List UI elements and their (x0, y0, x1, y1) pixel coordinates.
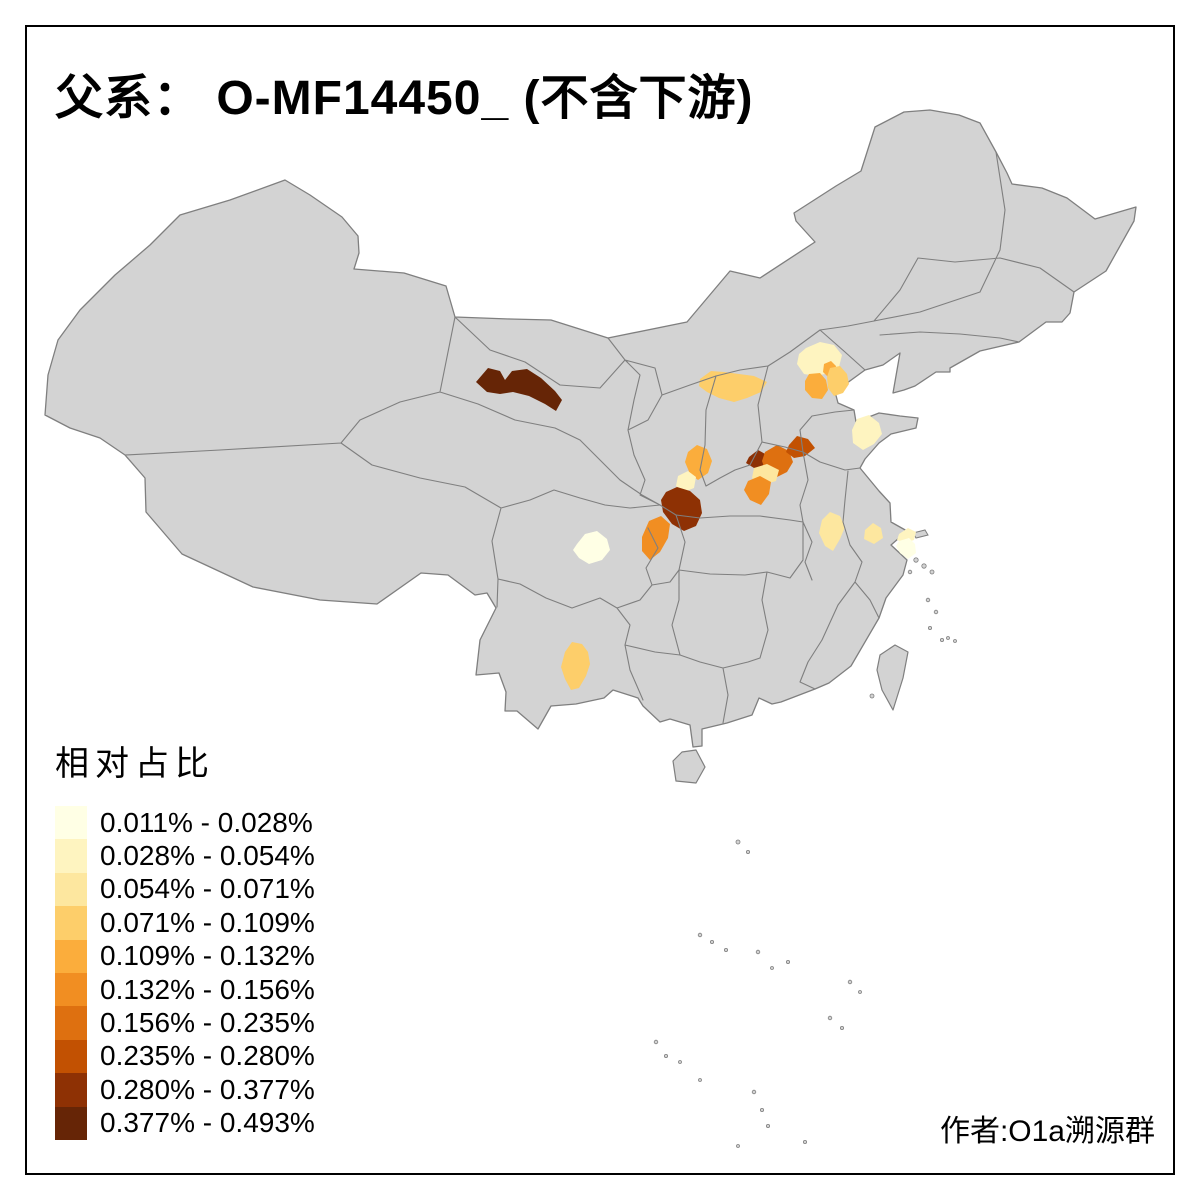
legend-label: 0.028% - 0.054% (100, 840, 315, 872)
patch-beijing-southwest (805, 373, 828, 399)
legend-swatch (55, 939, 87, 973)
legend-swatch (55, 839, 87, 873)
legend-label: 0.235% - 0.280% (100, 1040, 315, 1072)
taiwan-island (876, 644, 909, 711)
south-china-sea-islets (653, 839, 862, 1148)
patch-suzhou-area (897, 528, 916, 543)
legend-rows: 0.011% - 0.028% 0.028% - 0.054% 0.054% - 0… (55, 806, 315, 1140)
hainan-island (672, 749, 706, 784)
patch-tianjin (827, 366, 849, 396)
frame (25, 25, 1175, 1175)
patch-shaanxi-north (685, 445, 712, 480)
chongming-islet (912, 529, 929, 539)
legend-label: 0.280% - 0.377% (100, 1073, 315, 1105)
legend-title: 相对占比 (55, 745, 215, 783)
legend-label: 0.071% - 0.109% (100, 906, 315, 938)
patch-shaanxi-west-pale (676, 471, 696, 492)
patch-nanjing-area (864, 523, 883, 544)
coastal-islets (869, 557, 957, 699)
legend-row: 0.054% - 0.071% (55, 872, 315, 907)
patch-henan-northeast-arm (786, 436, 815, 458)
patch-henan-south-orange (744, 476, 771, 505)
patch-hefei (819, 512, 845, 551)
legend-label: 0.054% - 0.071% (100, 873, 315, 905)
legend-row: 0.109% - 0.132% (55, 939, 315, 973)
mainland-outline (44, 109, 1137, 748)
legend-swatch (55, 1006, 87, 1040)
legend-row: 0.156% - 0.235% (55, 1006, 315, 1040)
legend-row: 0.011% - 0.028% (55, 806, 315, 840)
patch-gansu-southeast-dark (661, 487, 702, 531)
legend-row: 0.132% - 0.156% (55, 972, 315, 1007)
legend-swatch (55, 1073, 87, 1107)
legend-swatch (55, 906, 87, 940)
province-borders (124, 151, 1075, 724)
patches (476, 342, 916, 690)
patch-gansu-south-orange (642, 516, 670, 560)
legend-swatch (55, 972, 87, 1007)
attribution: 作者:O1a溯源群 (939, 1115, 1155, 1148)
patch-hexi-corridor (476, 368, 562, 411)
legend-row: 0.280% - 0.377% (55, 1073, 315, 1107)
legend-label: 0.156% - 0.235% (100, 1007, 315, 1039)
legend-swatch (55, 872, 87, 907)
legend-swatch (55, 1106, 87, 1140)
legend-row: 0.028% - 0.054% (55, 839, 315, 873)
legend: 相对占比 0.011% - 0.028% 0.028% - 0.054% 0.054… (55, 744, 315, 1140)
patch-kunming (561, 642, 590, 690)
patch-chengdu (573, 531, 610, 564)
patch-north-shanxi (699, 371, 767, 402)
legend-row: 0.071% - 0.109% (55, 906, 315, 940)
legend-row: 0.235% - 0.280% (55, 1039, 315, 1074)
page-title: 父系： O-MF14450_ (不含下游) (55, 72, 754, 125)
legend-label: 0.377% - 0.493% (100, 1107, 315, 1139)
legend-label: 0.132% - 0.156% (100, 973, 315, 1005)
legend-label: 0.011% - 0.028% (100, 806, 313, 838)
mainland (44, 109, 1137, 748)
province-border-lines (124, 151, 1075, 724)
patch-shandong-west (852, 415, 882, 450)
legend-swatch (55, 806, 87, 840)
legend-row: 0.377% - 0.493% (55, 1106, 315, 1140)
legend-swatch (55, 1039, 87, 1074)
islands (653, 529, 957, 1148)
patch-shanghai-south (896, 538, 916, 559)
legend-label: 0.109% - 0.132% (100, 940, 315, 972)
